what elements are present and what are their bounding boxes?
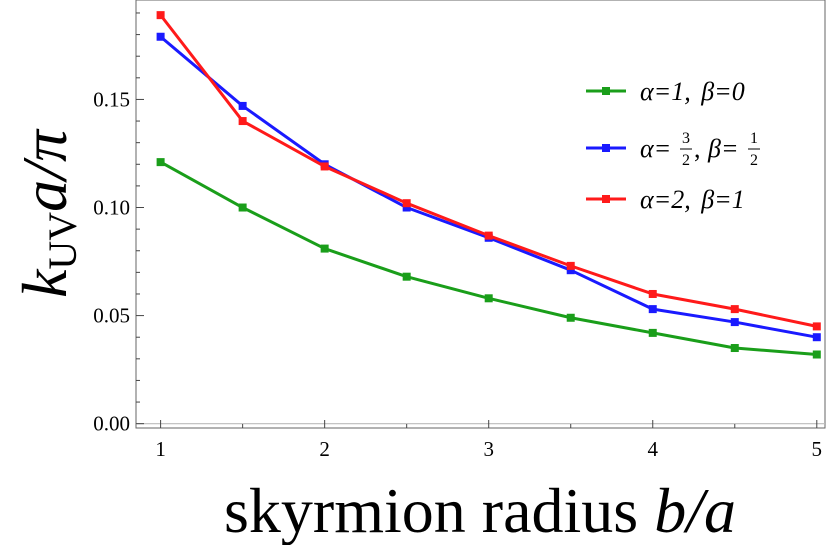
data-point-series-2	[156, 32, 165, 41]
x-axis-ticks: 1 2 3 4 5	[155, 420, 822, 461]
x-tick-label: 2	[319, 437, 330, 461]
data-point-series-3	[320, 162, 329, 171]
y-axis-title-sub: UV	[40, 212, 85, 270]
legend-label-2-alpha-prefix: α=	[640, 134, 671, 163]
y-axis-title: kUVa/π	[9, 128, 85, 298]
series-layer	[156, 11, 821, 359]
data-point-series-2	[730, 318, 739, 327]
legend-label-3-alpha: α=2,	[640, 185, 691, 214]
data-point-series-1	[648, 328, 657, 337]
legend-marker-3	[602, 195, 610, 203]
data-point-series-2	[648, 305, 657, 314]
x-axis-title-italic: b/a	[654, 475, 736, 545]
x-axis-title-main: skyrmion radius	[224, 475, 654, 545]
y-tick-label: 0.10	[93, 196, 130, 220]
data-point-series-1	[730, 344, 739, 353]
legend-label-1: α=1, β=0	[640, 77, 745, 106]
data-point-series-2	[402, 203, 411, 212]
data-point-series-1	[402, 272, 411, 281]
data-point-series-3	[402, 199, 411, 208]
legend-label-3-beta: β=1	[700, 185, 745, 214]
data-point-series-3	[812, 322, 821, 331]
legend-marker-1	[602, 87, 610, 95]
y-tick-label: 0.00	[93, 412, 130, 436]
data-point-series-1	[484, 294, 493, 303]
legend-label-2-beta-prefix: β=	[707, 134, 739, 163]
legend-label-1-beta: β=0	[700, 77, 745, 106]
data-point-series-2	[566, 266, 575, 275]
plot-frame	[135, 0, 826, 429]
y-axis-title-k: k	[9, 268, 80, 298]
data-point-series-3	[484, 231, 493, 240]
y-tick-label: 0.05	[93, 304, 130, 328]
x-tick-label: 5	[812, 437, 823, 461]
y-axis-title-rest: a/π	[9, 128, 80, 212]
data-point-series-1	[156, 158, 165, 167]
x-tick-label: 3	[483, 437, 494, 461]
x-tick-label: 4	[648, 437, 659, 461]
y-axis-ticks: 0.00 0.05 0.10 0.15	[93, 12, 144, 436]
x-axis-title: skyrmion radius b/a	[224, 475, 736, 545]
legend-item-2: α= 3 2 , β= 1 2	[586, 130, 760, 169]
data-point-series-3	[238, 117, 247, 126]
legend-label-2-alpha-den: 2	[682, 152, 690, 169]
legend-label-1-alpha: α=1,	[640, 77, 691, 106]
data-point-series-3	[648, 289, 657, 298]
legend-item-3: α=2, β=1	[586, 185, 745, 214]
data-point-series-1	[566, 313, 575, 322]
legend-label-2-alpha-num: 3	[682, 130, 690, 147]
x-tick-label: 1	[155, 437, 166, 461]
data-point-series-1	[238, 203, 247, 212]
y-tick-label: 0.15	[93, 87, 130, 111]
series-line-3	[159, 14, 818, 328]
legend-label-2-beta-num: 1	[750, 130, 758, 147]
data-point-series-2	[812, 333, 821, 342]
legend-label-3: α=2, β=1	[640, 185, 745, 214]
data-point-series-3	[730, 305, 739, 314]
legend-item-1: α=1, β=0	[586, 77, 745, 106]
data-point-series-1	[320, 244, 329, 253]
legend-label-2-beta-den: 2	[750, 152, 758, 169]
legend: α=1, β=0 α= 3 2 , β= 1 2 α=2, β=1	[586, 77, 760, 214]
data-point-series-3	[566, 261, 575, 270]
legend-label-2-comma: ,	[694, 134, 701, 163]
data-point-series-3	[156, 11, 165, 20]
legend-marker-2	[602, 144, 610, 152]
data-point-series-2	[238, 101, 247, 110]
data-point-series-1	[812, 350, 821, 359]
